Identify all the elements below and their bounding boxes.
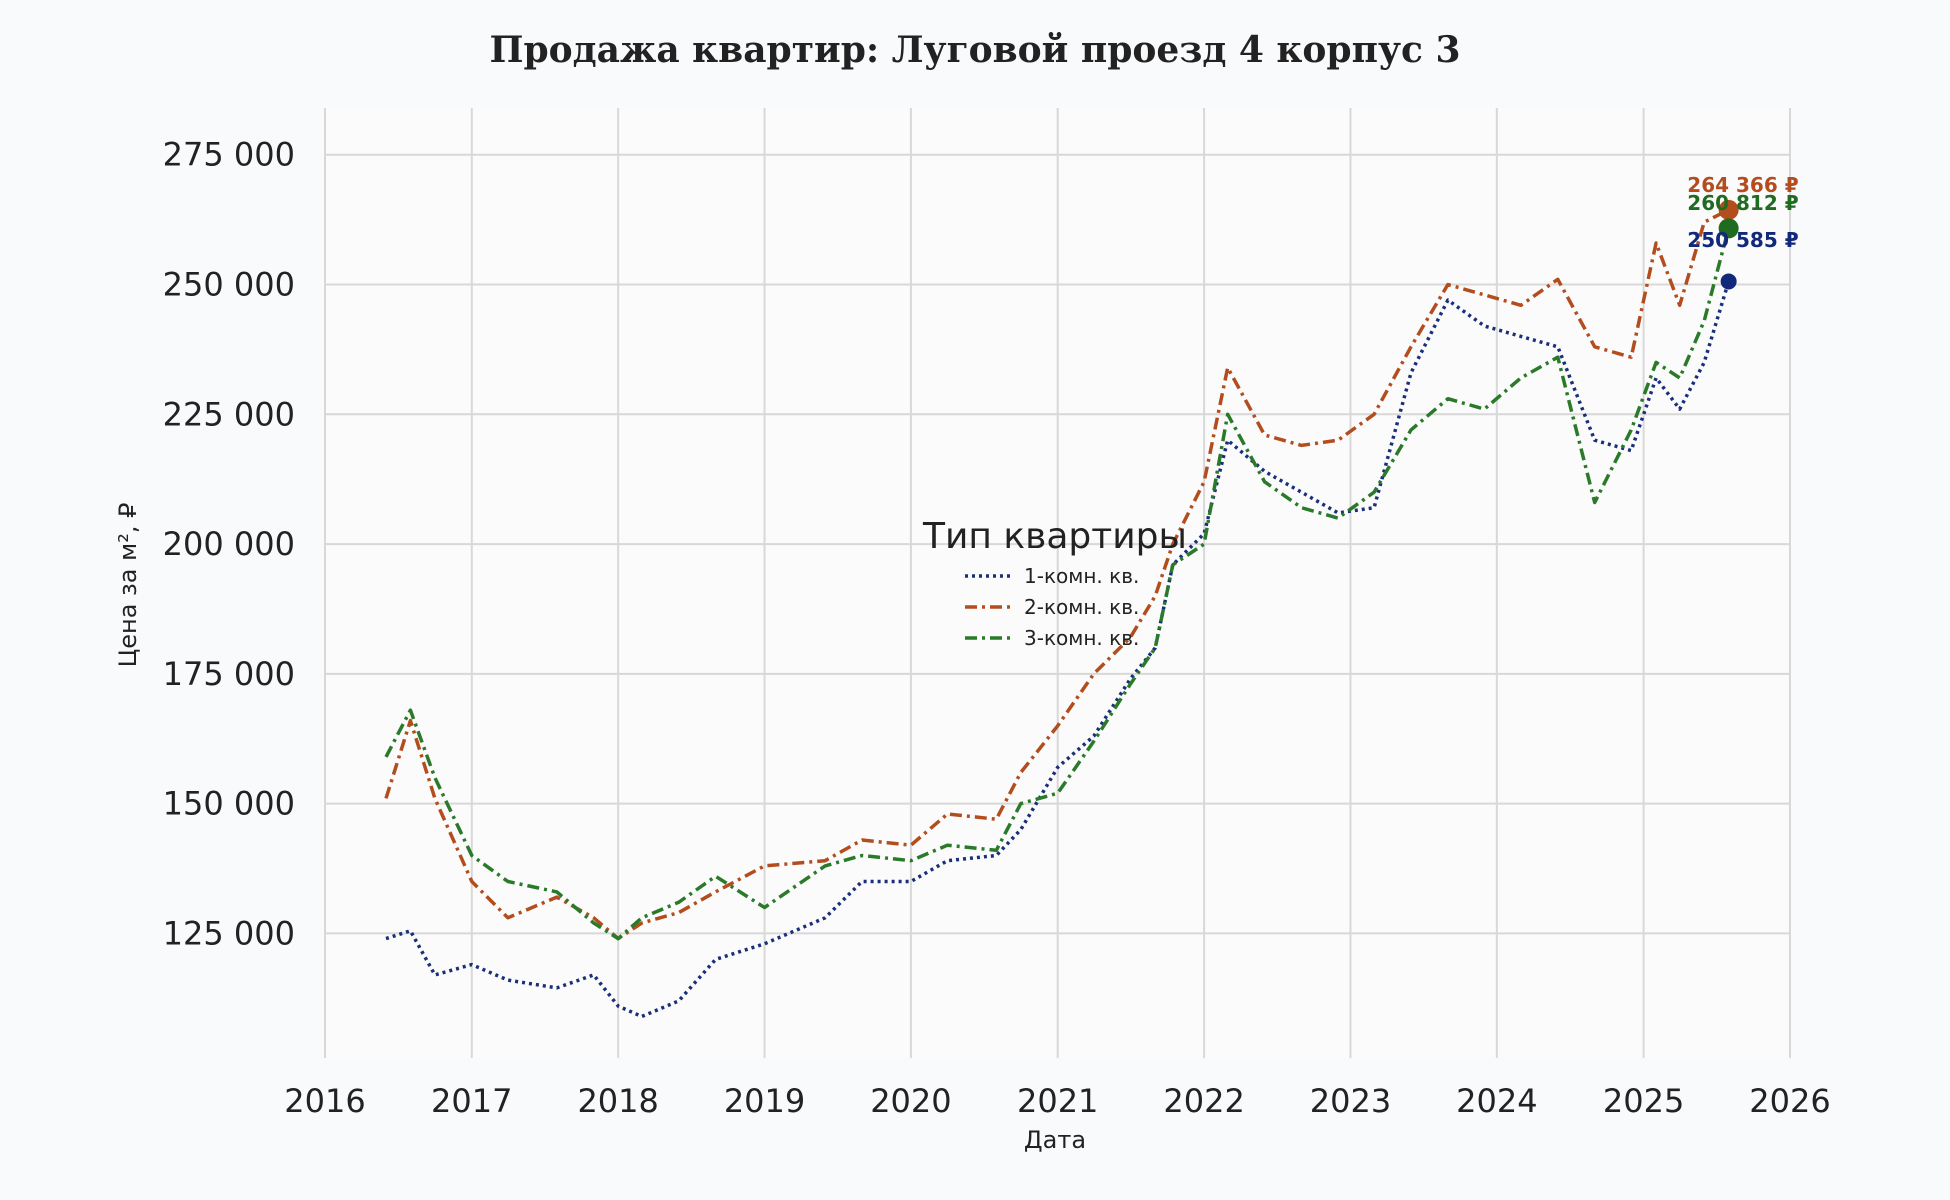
y-tick-label: 200 000 (163, 525, 295, 563)
chart-title: Продажа квартир: Луговой проезд 4 корпус… (489, 29, 1460, 71)
end-point-marker (1720, 273, 1737, 290)
x-tick-label: 2024 (1456, 1082, 1537, 1120)
x-tick-label: 2026 (1749, 1082, 1830, 1120)
x-tick-label: 2016 (284, 1082, 365, 1120)
y-tick-label: 250 000 (163, 266, 295, 304)
x-axis-label: Дата (1024, 1126, 1086, 1154)
end-value-label: 260 812 ₽ (1687, 191, 1798, 215)
legend-entry-label: 3-комн. кв. (1024, 626, 1139, 650)
series-line-2 (384, 208, 1730, 941)
legend-title: Тип квартиры (922, 516, 1187, 557)
legend-entry-label: 1-комн. кв. (1024, 564, 1139, 588)
end-value-label: 250 585 ₽ (1687, 228, 1798, 252)
end-point-marker (1718, 199, 1739, 220)
series-layer (384, 208, 1731, 1019)
series-line-3 (384, 227, 1731, 941)
x-tick-label: 2021 (1017, 1082, 1098, 1120)
y-tick-label: 175 000 (163, 655, 295, 693)
grid-lines (324, 108, 1791, 1058)
y-tick-label: 125 000 (163, 914, 295, 952)
y-tick-label: 150 000 (163, 785, 295, 823)
x-tick-label: 2017 (431, 1082, 512, 1120)
x-tick-label: 2025 (1603, 1082, 1684, 1120)
legend: Тип квартиры 1-комн. кв. 2-комн. кв. 3-ком… (922, 516, 1187, 650)
y-tick-label: 225 000 (163, 395, 295, 433)
x-axis-ticks: 2016 2017 2018 2019 2020 2021 2022 2023 2024 2025… (284, 1082, 1830, 1120)
y-tick-label: 275 000 (163, 136, 295, 174)
end-point-marker (1718, 218, 1739, 239)
x-tick-label: 2020 (870, 1082, 951, 1120)
legend-entry-label: 2-комн. кв. (1024, 595, 1139, 619)
x-tick-label: 2023 (1310, 1082, 1391, 1120)
x-tick-label: 2018 (577, 1082, 658, 1120)
y-axis-label: Цена за м², ₽ (114, 503, 142, 668)
end-value-label: 264 366 ₽ (1687, 173, 1798, 197)
x-tick-label: 2022 (1163, 1082, 1244, 1120)
end-markers: 264 366 ₽260 812 ₽ 250 585 ₽ (1687, 173, 1799, 290)
x-tick-label: 2019 (724, 1082, 805, 1120)
y-axis-ticks: 125 000 150 000 175 000 200 000 225 000 250 0… (163, 136, 295, 953)
